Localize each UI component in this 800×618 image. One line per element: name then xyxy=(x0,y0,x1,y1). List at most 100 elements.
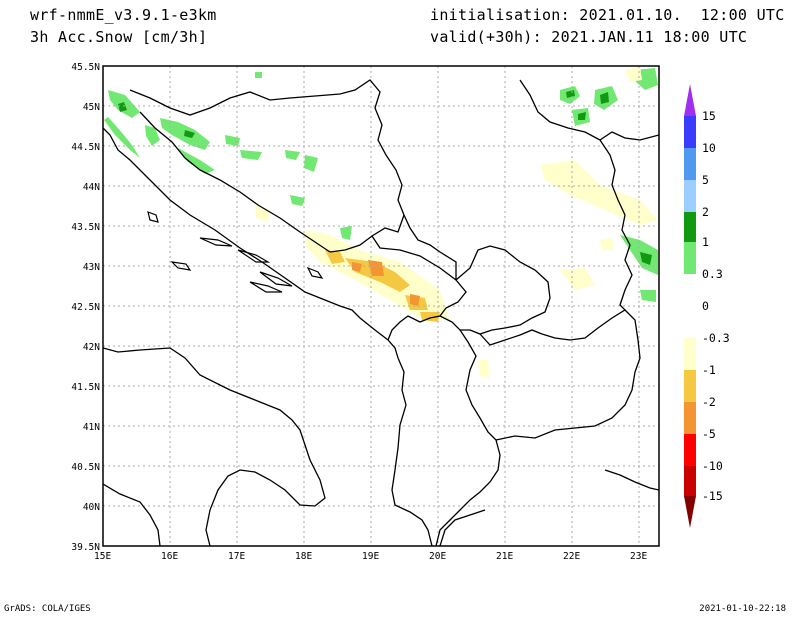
lon-label: 15E xyxy=(94,551,111,562)
melt-patch xyxy=(600,238,614,250)
montenegro-border xyxy=(371,235,467,341)
island xyxy=(237,249,271,263)
colorbar-label: 10 xyxy=(702,141,716,155)
snow-patch xyxy=(566,90,575,98)
lon-label: 23E xyxy=(630,551,647,562)
island xyxy=(259,271,293,287)
island xyxy=(147,211,159,223)
model-title: wrf-nmmE_v3.9.1-e3km xyxy=(30,6,217,24)
melt-patch xyxy=(540,160,658,225)
snow-patch xyxy=(240,150,262,160)
lat-label: 45N xyxy=(83,102,100,113)
italy-coast-south xyxy=(103,483,161,546)
melt-patch xyxy=(410,294,420,306)
melt-patch xyxy=(368,260,384,276)
serbia-east-border xyxy=(519,79,601,141)
lon-label: 22E xyxy=(563,551,580,562)
croatia-bosnia-border xyxy=(129,79,405,216)
snow-decrease-areas xyxy=(255,66,658,378)
colorbar-swatch xyxy=(684,274,696,338)
albania-kosovo-border xyxy=(439,315,470,331)
init-time: initialisation: 2021.01.10. 12:00 UTC xyxy=(430,6,785,24)
island xyxy=(199,237,233,247)
lat-label: 40N xyxy=(83,502,100,513)
melt-patch xyxy=(560,268,595,290)
colorbar-label: -15 xyxy=(702,489,723,503)
snow-patch xyxy=(640,252,652,265)
colorbar-label: 2 xyxy=(702,205,709,219)
snow-patch xyxy=(578,112,586,120)
lat-label: 42.5N xyxy=(71,302,100,313)
snow-patch xyxy=(600,92,609,104)
colorbar-label: 15 xyxy=(702,109,716,123)
lat-label: 41.5N xyxy=(71,382,100,393)
bosnia-west-border xyxy=(139,111,331,253)
serbia-kosovo-border xyxy=(455,245,551,335)
colorbar-label: -0.3 xyxy=(702,331,730,345)
lon-label: 20E xyxy=(429,551,446,562)
lat-label: 45.5N xyxy=(71,62,100,73)
coastlines-and-borders xyxy=(103,79,659,546)
colorbar-swatch xyxy=(684,180,696,212)
island xyxy=(306,266,324,279)
latitude-labels: 45.5N 45N 44.5N 44N 43.5N 43N 42.5N 42N … xyxy=(71,62,100,553)
colorbar-top-arrow xyxy=(684,84,696,116)
lat-label: 40.5N xyxy=(71,462,100,473)
melt-patch xyxy=(352,262,362,272)
italy-coast-east xyxy=(103,347,326,546)
melt-patch xyxy=(625,66,642,82)
danube xyxy=(599,131,659,141)
melt-patch xyxy=(478,360,490,378)
islands xyxy=(147,211,324,293)
colorbar-swatch xyxy=(684,402,696,434)
colorbar-label: 0 xyxy=(702,299,709,313)
lon-label: 17E xyxy=(228,551,245,562)
colorbar-label: -5 xyxy=(702,427,716,441)
snow-patch xyxy=(290,195,305,206)
snow-patch xyxy=(304,155,318,172)
colorbar-swatch xyxy=(684,116,696,148)
longitude-labels: 15E 16E 17E 18E 19E 20E 21E 22E 23E xyxy=(94,551,647,562)
colorbar: 15 10 5 2 1 0.3 0 -0.3 -1 -2 -5 -10 -15 xyxy=(684,84,730,528)
lon-label: 19E xyxy=(362,551,379,562)
lon-label: 21E xyxy=(496,551,513,562)
map-area xyxy=(103,66,659,546)
colorbar-swatch xyxy=(684,212,696,242)
colorbar-swatch xyxy=(684,434,696,466)
snow-patch xyxy=(340,226,352,240)
lon-label: 16E xyxy=(161,551,178,562)
valid-time: valid(+30h): 2021.JAN.11 18:00 UTC xyxy=(430,28,748,46)
colorbar-bottom-arrow xyxy=(684,496,696,528)
lat-label: 44N xyxy=(83,182,100,193)
snow-patch xyxy=(145,125,160,146)
render-timestamp: 2021-01-10-22:18 xyxy=(699,604,786,614)
snow-patch xyxy=(184,130,195,138)
island xyxy=(249,281,283,293)
snow-increase-areas xyxy=(104,68,658,302)
macedonia-north-border xyxy=(479,329,543,346)
lat-label: 42N xyxy=(83,342,100,353)
snow-patch xyxy=(285,150,300,160)
melt-patch xyxy=(325,250,345,264)
greece-inland xyxy=(439,509,486,546)
snow-patch xyxy=(118,102,127,112)
colorbar-label: 0.3 xyxy=(702,267,723,281)
island xyxy=(170,261,192,271)
lat-label: 43.5N xyxy=(71,222,100,233)
snow-patch xyxy=(640,290,656,302)
colorbar-label: -1 xyxy=(702,363,716,377)
colorbar-label: -2 xyxy=(702,395,716,409)
colorbar-label: 1 xyxy=(702,235,709,249)
adriatic-coast-north xyxy=(103,127,399,359)
snow-patch xyxy=(104,117,140,158)
colorbar-swatch xyxy=(684,466,696,496)
snow-patch xyxy=(255,72,262,78)
snow-patch xyxy=(178,148,215,174)
colorbar-swatch xyxy=(684,148,696,180)
field-title: 3h Acc.Snow [cm/3h] xyxy=(30,28,208,46)
macedonia-greece-border xyxy=(495,309,641,441)
colorbar-swatch xyxy=(684,338,696,370)
albanian-coast xyxy=(391,357,433,546)
